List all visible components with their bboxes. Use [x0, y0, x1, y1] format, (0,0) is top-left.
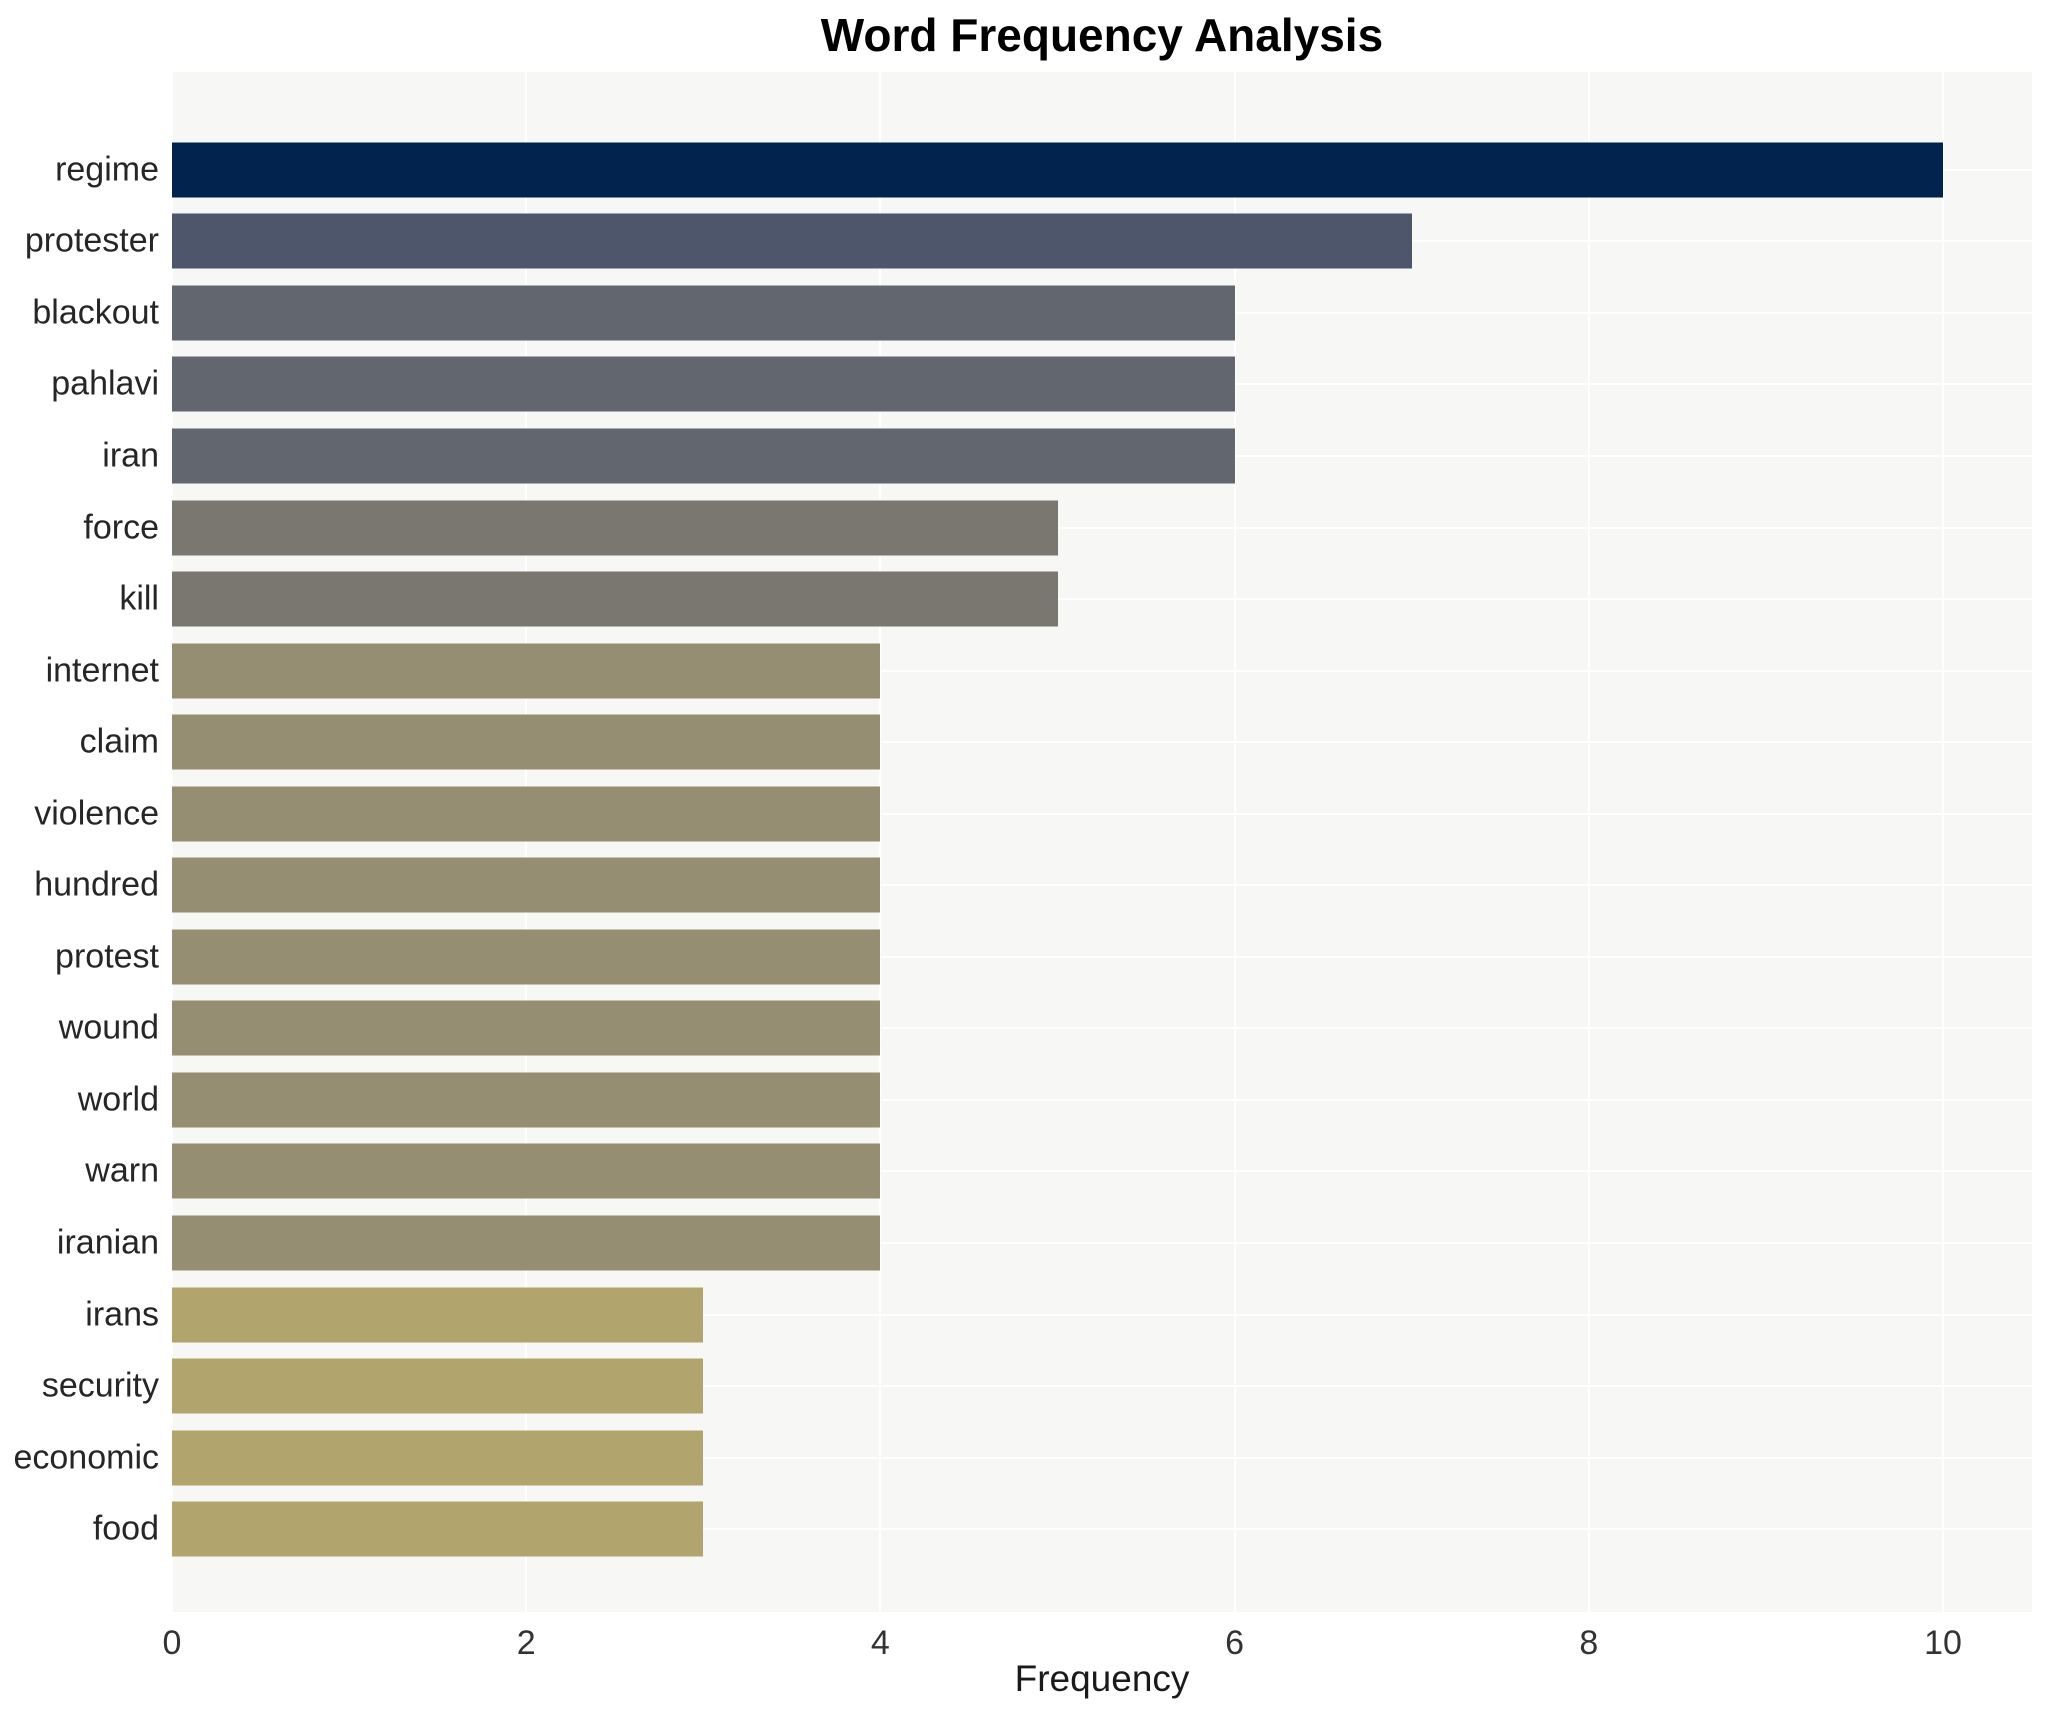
bar-row: internet	[46, 635, 2032, 707]
gridline	[172, 884, 2032, 887]
gridline	[171, 72, 173, 1612]
bar-row: hundred	[34, 849, 2032, 921]
category-label: iranian	[56, 1223, 159, 1262]
x-tick-label: 10	[1924, 1624, 1962, 1662]
bar	[172, 714, 881, 770]
bar	[172, 1430, 704, 1486]
bar	[172, 1215, 881, 1271]
category-label: internet	[45, 651, 159, 690]
bar-row: security	[42, 1350, 2032, 1422]
category-label: wound	[58, 1008, 159, 1047]
bar	[172, 1000, 881, 1056]
x-tick-label: 4	[870, 1624, 890, 1662]
bar-row: kill	[119, 563, 2032, 635]
bar-row: protester	[25, 206, 2032, 278]
bar	[172, 213, 1412, 269]
category-label: kill	[119, 579, 159, 618]
category-label: violence	[34, 794, 159, 833]
category-label: force	[83, 508, 159, 546]
category-label: economic	[13, 1438, 159, 1477]
bar	[172, 929, 881, 985]
bar-row: wound	[59, 993, 2032, 1065]
bar-row: claim	[80, 706, 2032, 778]
gridline	[172, 1241, 2032, 1244]
bar	[172, 500, 1058, 555]
gridline	[172, 812, 2032, 815]
bar-row: force	[83, 492, 2032, 564]
gridline	[172, 1170, 2032, 1173]
gridline	[172, 955, 2032, 958]
category-label: regime	[55, 150, 159, 189]
bar	[172, 1072, 881, 1128]
chart-title: Word Frequency Analysis	[820, 9, 1384, 61]
gridline	[172, 1456, 2032, 1459]
bar	[172, 643, 881, 699]
category-label: protest	[55, 937, 159, 976]
bar-row: food	[93, 1493, 2032, 1565]
bar	[172, 142, 1943, 198]
gridline	[1942, 72, 1944, 1612]
gridline	[1233, 72, 1236, 1612]
bar-row: world	[78, 1064, 2032, 1136]
bar-row: regime	[55, 134, 2032, 206]
x-axis-label: Frequency	[1014, 1658, 1190, 1699]
gridline	[172, 741, 2032, 744]
category-label: pahlavi	[51, 364, 159, 403]
category-label: blackout	[32, 293, 159, 332]
x-tick-label: 0	[162, 1624, 182, 1662]
gridline	[1587, 72, 1590, 1612]
bar	[172, 1287, 704, 1343]
bar-row: iranian	[57, 1207, 2032, 1279]
bar-row: irans	[85, 1279, 2032, 1351]
gridline	[172, 1027, 2032, 1030]
gridline	[172, 598, 2032, 601]
category-label: claim	[79, 722, 159, 761]
gridline	[525, 72, 528, 1612]
gridline	[172, 526, 2032, 529]
bar-row: protest	[55, 921, 2032, 993]
category-label: iran	[102, 436, 159, 475]
gridline	[879, 72, 882, 1612]
category-label: irans	[85, 1295, 159, 1334]
gridline	[172, 669, 2032, 672]
bar-row: blackout	[32, 277, 2032, 349]
bar-row: warn	[85, 1136, 2032, 1208]
bar	[172, 1143, 881, 1199]
category-label: security	[41, 1366, 159, 1405]
bar	[172, 1501, 704, 1557]
bar	[172, 571, 1058, 627]
gridline	[172, 1385, 2032, 1388]
x-tick-label: 6	[1225, 1624, 1245, 1662]
x-tick-label: 8	[1579, 1624, 1599, 1662]
gridline	[172, 1098, 2032, 1101]
bar	[172, 857, 881, 913]
category-label: protester	[24, 221, 159, 260]
bar-row: violence	[34, 778, 2032, 850]
bar	[172, 786, 881, 842]
bar	[172, 428, 1235, 484]
plot-area: regime protester blackout pahlavi iran force k…	[13, 72, 2032, 1612]
bar	[172, 356, 1235, 412]
gridline	[172, 1528, 2032, 1531]
gridline	[172, 1313, 2032, 1316]
category-label: world	[77, 1080, 159, 1119]
bar-rows: regime protester blackout pahlavi iran force k…	[13, 134, 2032, 1565]
bar-row: iran	[102, 420, 2032, 492]
category-label: hundred	[34, 865, 159, 904]
x-tick-label: 2	[516, 1624, 536, 1662]
bar	[172, 285, 1235, 341]
bar	[172, 1358, 704, 1414]
bar-row: pahlavi	[51, 349, 2032, 421]
category-label: warn	[85, 1151, 159, 1190]
category-label: food	[92, 1509, 159, 1548]
bar-row: economic	[13, 1422, 2032, 1494]
